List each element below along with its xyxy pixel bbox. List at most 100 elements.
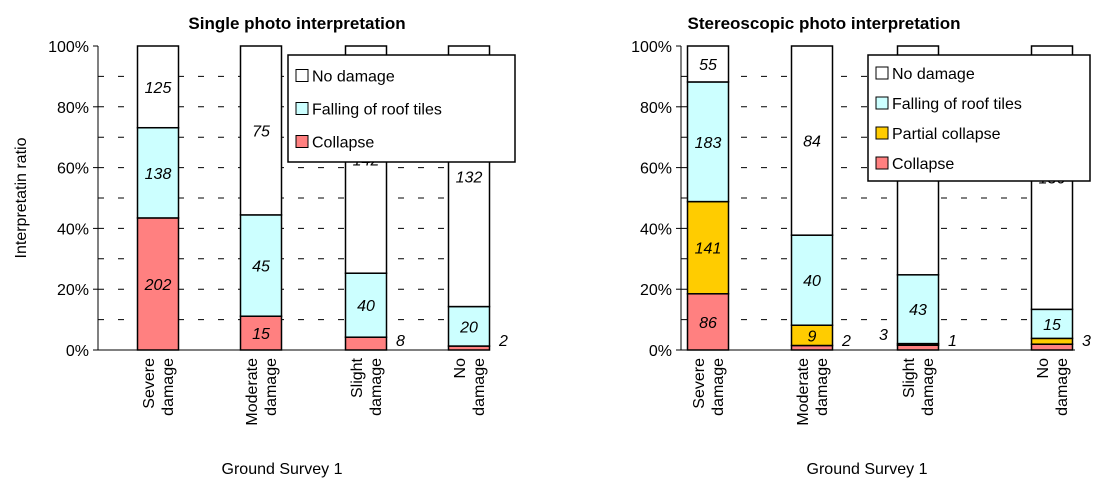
legend-entry: No damage <box>312 69 395 86</box>
bar-segment: 86 <box>686 293 730 351</box>
data-label: 2 <box>498 333 508 350</box>
bar-segment: 138 <box>136 126 180 219</box>
legend-entry: Falling of roof tiles <box>312 102 442 119</box>
bar-segment <box>1030 343 1074 351</box>
data-label: 45 <box>252 259 270 276</box>
bar-partial-collapse <box>1030 337 1074 345</box>
data-label: 43 <box>909 302 927 319</box>
bar-no-damage <box>686 45 730 83</box>
bar-falling-of-roof-tiles <box>239 214 283 317</box>
chart-title: Stereoscopic photo interpretation <box>688 14 961 33</box>
x-tick-label-line: Slight <box>901 357 918 398</box>
x-axis-label: Ground Survey 1 <box>807 461 928 478</box>
x-tick-label: Severe damage <box>691 358 727 416</box>
bar-segment: 20 <box>447 305 491 347</box>
x-tick-label-line: Severe <box>691 358 708 409</box>
x-tick-label-line: damage <box>920 358 937 416</box>
x-tick-label-line: Moderate <box>795 358 812 426</box>
legend-swatch <box>875 66 889 80</box>
y-tick-label: 40% <box>640 221 672 238</box>
legend-box <box>287 54 516 163</box>
legend-entry: No damage <box>892 66 975 83</box>
legend: No damage Falling of roof tiles Collapse <box>287 54 516 163</box>
data-label: 75 <box>252 123 270 140</box>
y-tick-label: 20% <box>640 282 672 299</box>
y-tick-label: 100% <box>631 39 672 56</box>
data-label: 183 <box>695 135 722 152</box>
legend: No damage Falling of roof tiles Partial co… <box>867 54 1091 182</box>
data-label: 15 <box>1043 317 1061 334</box>
x-tick-label-line: Moderate <box>244 358 261 426</box>
data-label: 125 <box>145 80 172 97</box>
x-tick-label: Slight damage <box>901 357 937 415</box>
chart-panel-1: Single photo interpretation 0% 20% 40% 60% 80… <box>13 14 516 478</box>
y-axis-label: Interpretatin ratio <box>13 137 30 258</box>
bar-segment: 84 <box>790 45 834 236</box>
bar-segment: 15 <box>1030 308 1074 340</box>
x-tick-label-line: Severe <box>141 358 158 409</box>
legend-entry: Falling of roof tiles <box>892 96 1022 113</box>
bar-collapse <box>686 293 730 351</box>
legend-entry: Collapse <box>312 135 374 152</box>
legend-swatch <box>875 156 889 170</box>
x-tick-label: Slight damage <box>349 357 385 415</box>
data-label: 8 <box>396 333 405 350</box>
bar-falling-of-roof-tiles <box>344 272 388 338</box>
data-label: 2 <box>841 333 851 350</box>
bar-segment: 75 <box>239 45 283 216</box>
data-label: 3 <box>1082 333 1091 350</box>
bar-segment: 15 <box>239 315 283 351</box>
legend-swatch <box>875 96 889 110</box>
bar-segment: 125 <box>136 45 180 129</box>
bar-no-damage <box>136 45 180 129</box>
legend-entry: Collapse <box>892 156 954 173</box>
bar-falling-of-roof-tiles <box>686 81 730 203</box>
bar-segment: 9 <box>790 324 834 347</box>
x-tick-label-line: damage <box>368 358 385 416</box>
bar-falling-of-roof-tiles <box>790 234 834 326</box>
data-label: 138 <box>145 166 172 183</box>
bar-collapse <box>344 336 388 351</box>
legend-swatch <box>295 135 309 148</box>
x-tick-label-line: damage <box>160 358 177 416</box>
x-tick-label-line: damage <box>710 358 727 416</box>
data-label: 141 <box>695 241 722 258</box>
bar-no-damage <box>239 45 283 216</box>
bar-falling-of-roof-tiles <box>1030 308 1074 340</box>
data-label: 40 <box>357 298 375 315</box>
x-tick-label-line: No <box>1035 358 1052 379</box>
bar-segment: 141 <box>686 200 730 295</box>
chart-title: Single photo interpretation <box>188 14 405 33</box>
bar-collapse <box>1030 343 1074 351</box>
data-label: 9 <box>808 328 817 345</box>
y-tick-label: 60% <box>640 161 672 178</box>
data-label: 3 <box>879 327 888 344</box>
data-label: 15 <box>252 326 270 343</box>
x-tick-label-line: No <box>452 358 469 379</box>
data-label: 132 <box>456 169 483 186</box>
bar-segment: 43 <box>896 274 940 345</box>
y-tick-label: 0% <box>66 343 89 360</box>
chart-panel-2: Stereoscopic photo interpretation 0% 20% 40… <box>631 14 1091 478</box>
y-tick-label: 0% <box>649 343 672 360</box>
bar-segment: 183 <box>686 81 730 203</box>
y-tick-label: 80% <box>640 100 672 117</box>
data-label: 202 <box>144 277 172 294</box>
bar-collapse <box>136 217 180 351</box>
legend-box <box>867 54 1091 182</box>
x-tick-label: Moderate damage <box>244 358 280 426</box>
data-label: 84 <box>803 134 821 151</box>
y-tick-label: 80% <box>57 100 89 117</box>
bar-segment: 40 <box>344 272 388 338</box>
legend-swatch <box>295 102 309 115</box>
x-tick-label-line: damage <box>263 358 280 416</box>
x-tick-label-line: Slight <box>349 357 366 398</box>
x-tick-label: No damage <box>1035 358 1071 416</box>
data-label: 1 <box>948 333 957 350</box>
x-tick-label-line: damage <box>814 358 831 416</box>
x-tick-label: No damage <box>452 358 488 416</box>
bar-collapse <box>239 315 283 351</box>
x-tick-label: Severe damage <box>141 358 177 416</box>
y-tick-label: 60% <box>57 161 89 178</box>
